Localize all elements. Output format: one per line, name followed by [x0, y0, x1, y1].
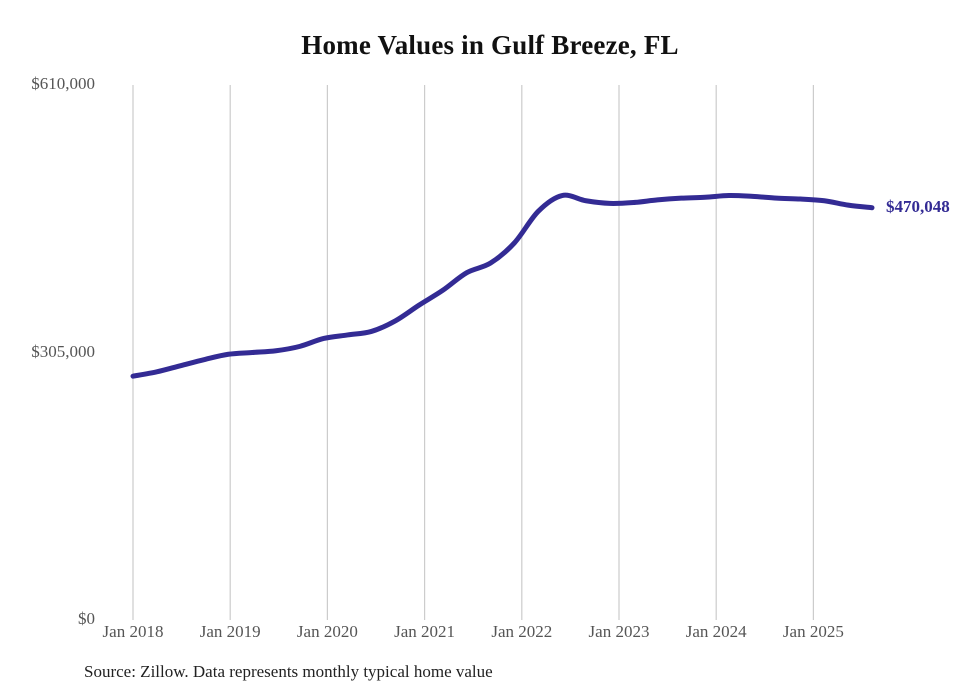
- x-axis-tick-label: Jan 2018: [102, 622, 164, 641]
- chart-title: Home Values in Gulf Breeze, FL: [301, 30, 679, 60]
- y-axis-tick-label: $305,000: [31, 341, 95, 361]
- x-axis-tick-label: Jan 2021: [394, 622, 456, 641]
- x-axis-tick-label: Jan 2019: [199, 622, 261, 641]
- series-end-value-label: $470,048: [886, 196, 950, 216]
- y-axis-tick-label: $610,000: [31, 74, 95, 93]
- x-axis-tick-label: Jan 2024: [685, 622, 747, 641]
- series-line-typical-home-value: [130, 192, 875, 379]
- x-axis-tick-label: Jan 2020: [296, 622, 358, 641]
- x-axis-tick-label: Jan 2022: [491, 622, 553, 641]
- x-axis-tick-label: Jan 2025: [782, 622, 844, 641]
- y-axis-tick-label: $0: [78, 609, 95, 628]
- source-note: Source: Zillow. Data represents monthly …: [84, 662, 493, 681]
- x-axis-tick-label: Jan 2023: [588, 622, 650, 641]
